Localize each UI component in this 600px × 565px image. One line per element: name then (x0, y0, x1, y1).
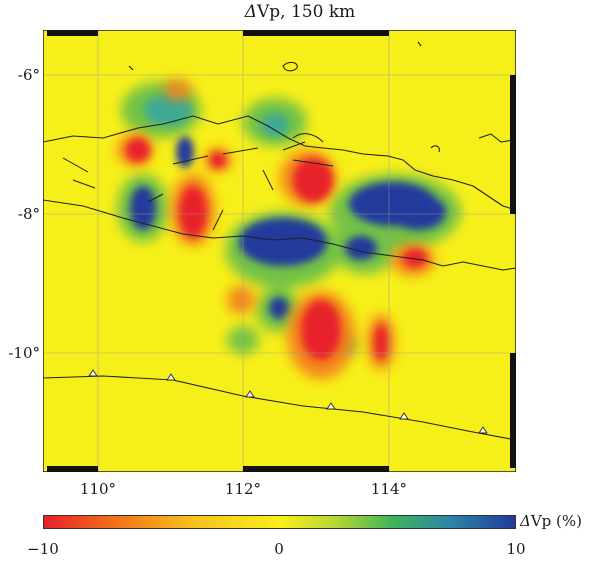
colorbar-max-label: 10 (506, 540, 526, 558)
lat-tick-label: -6° (17, 66, 40, 84)
graticule (43, 30, 516, 472)
tomography-map (43, 30, 516, 472)
map-title: ΔVp, 150 km (244, 2, 356, 22)
coastlines (43, 41, 516, 271)
colorbar-gradient (43, 515, 516, 529)
lon-tick-label: 114° (370, 480, 408, 498)
lon-tick-label: 112° (224, 480, 262, 498)
colorbar-mid-label: 0 (274, 540, 284, 558)
velocity-anomalies (117, 80, 461, 379)
map-frame (43, 30, 516, 472)
lat-tick-label: -8° (17, 205, 40, 223)
trench (43, 375, 516, 441)
faults (62, 141, 334, 231)
lon-tick-label: 110° (79, 480, 117, 498)
colorbar (43, 515, 516, 529)
lat-tick-label: -10° (8, 344, 40, 362)
trench-teeth (88, 369, 488, 434)
colorbar-label: ΔVp (%) (520, 512, 583, 530)
colorbar-min-label: −10 (27, 540, 59, 558)
map-canvas (43, 30, 516, 472)
